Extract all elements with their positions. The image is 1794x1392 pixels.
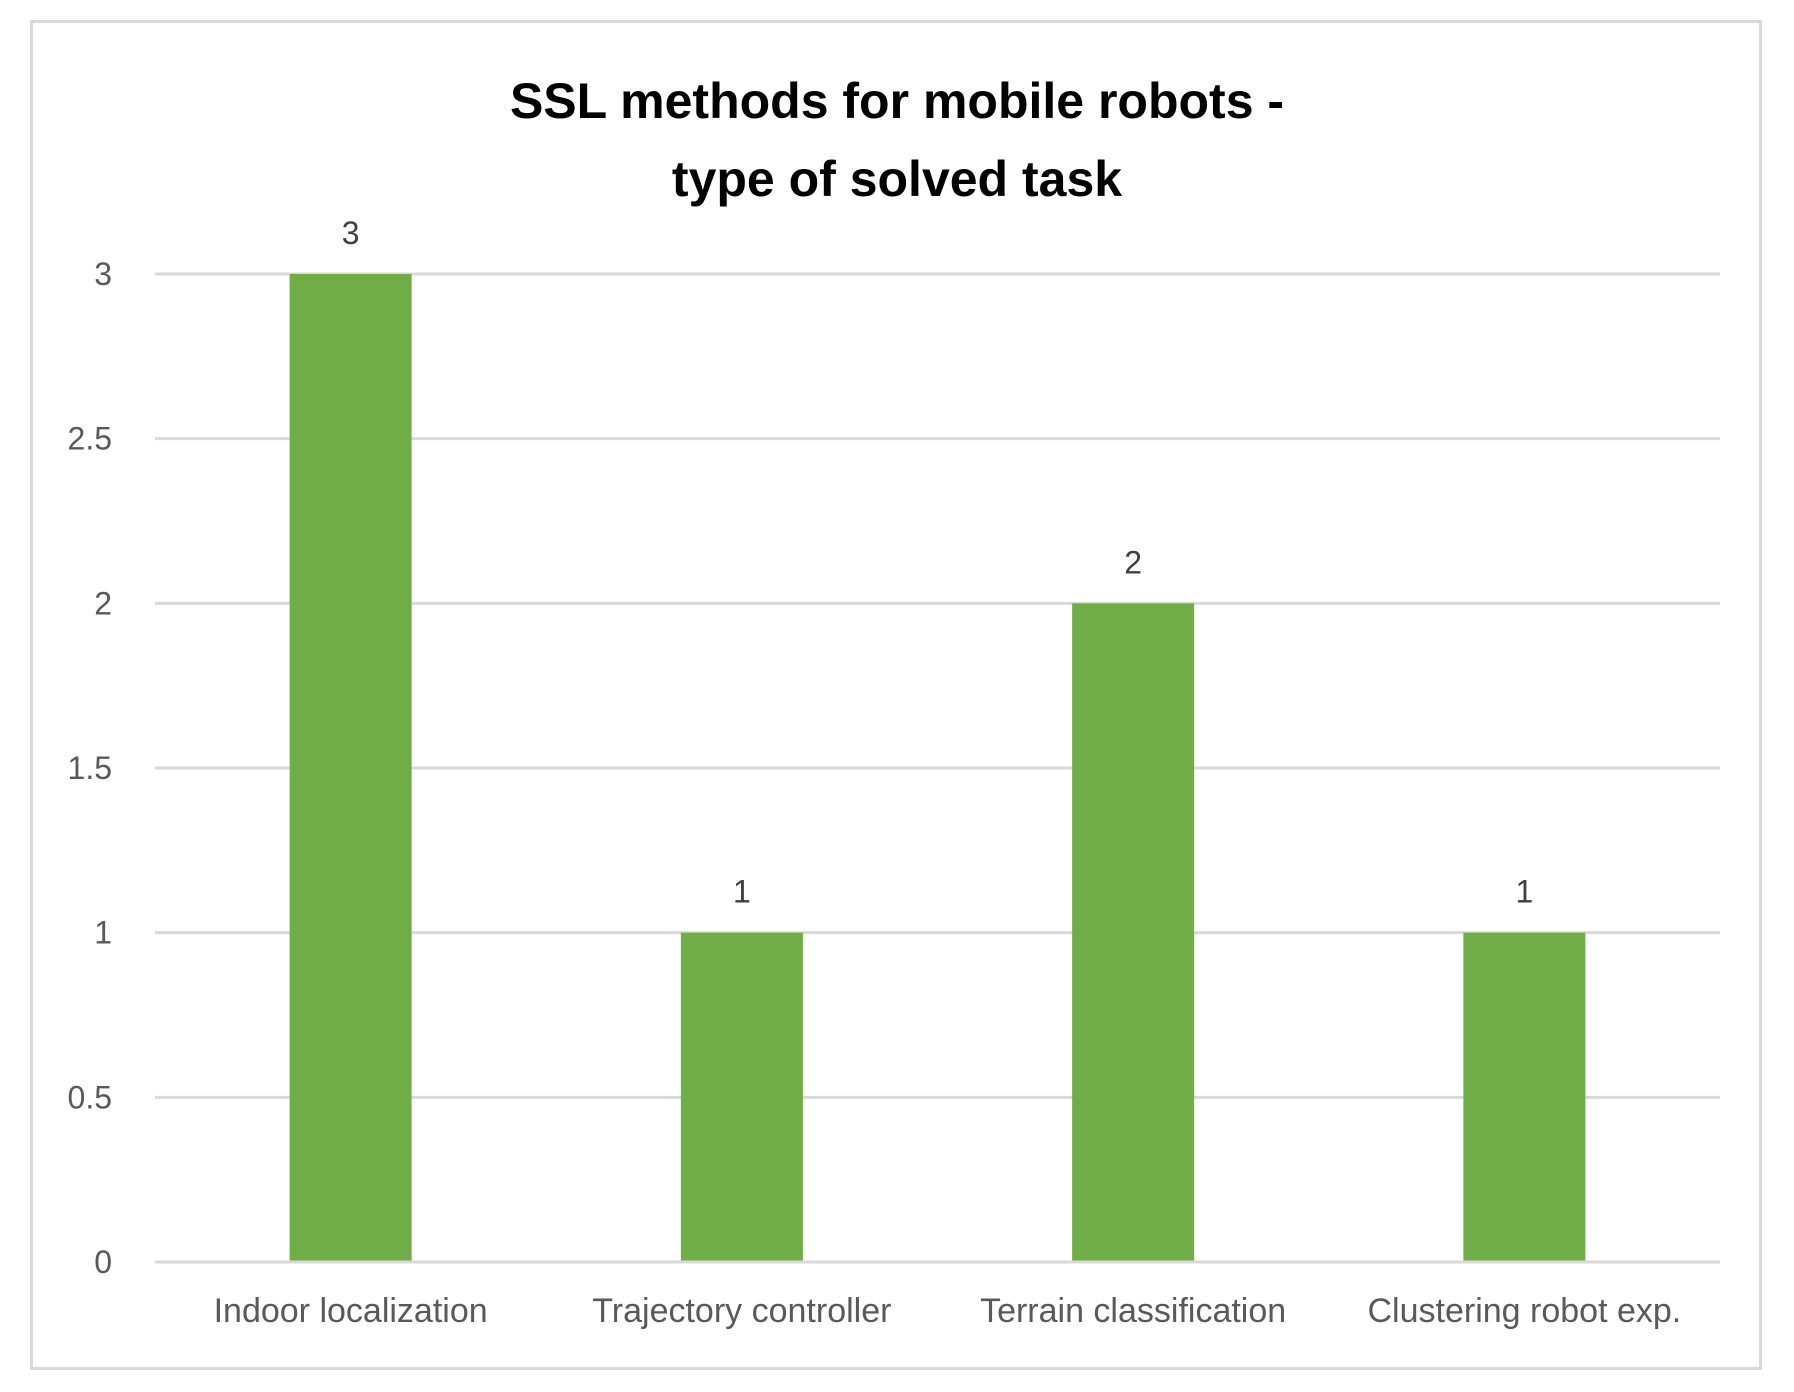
x-axis-category-labels: Indoor localization Trajectory controller… — [214, 1292, 1682, 1330]
data-label: 1 — [1515, 874, 1533, 910]
chart-title-line-1: SSL methods for mobile robots - — [510, 73, 1284, 129]
chart-title: SSL methods for mobile robots - type of … — [510, 73, 1284, 207]
y-tick-label: 0 — [94, 1244, 112, 1280]
data-label: 2 — [1124, 544, 1142, 580]
category-label: Terrain classification — [980, 1292, 1286, 1330]
data-labels: 3 1 2 1 — [342, 215, 1534, 910]
data-label: 3 — [342, 215, 360, 251]
y-tick-label: 1.5 — [68, 750, 112, 786]
bar — [680, 932, 803, 1262]
category-label: Clustering robot exp. — [1368, 1292, 1682, 1330]
y-tick-label: 3 — [94, 256, 112, 292]
bar — [1463, 932, 1586, 1262]
data-label: 1 — [733, 874, 751, 910]
chart-title-line-2: type of solved task — [672, 151, 1122, 207]
bar — [289, 274, 412, 1262]
y-axis-tick-labels: 0 0.5 1 1.5 2 2.5 3 — [68, 256, 112, 1280]
y-tick-label: 2.5 — [68, 421, 112, 457]
category-label: Indoor localization — [214, 1292, 488, 1330]
gridlines — [155, 272, 1720, 1099]
bars — [289, 274, 1586, 1262]
y-tick-label: 1 — [94, 915, 112, 951]
category-label: Trajectory controller — [592, 1292, 891, 1330]
bar — [1072, 603, 1195, 1262]
y-tick-label: 2 — [94, 585, 112, 621]
y-tick-label: 0.5 — [68, 1079, 112, 1115]
